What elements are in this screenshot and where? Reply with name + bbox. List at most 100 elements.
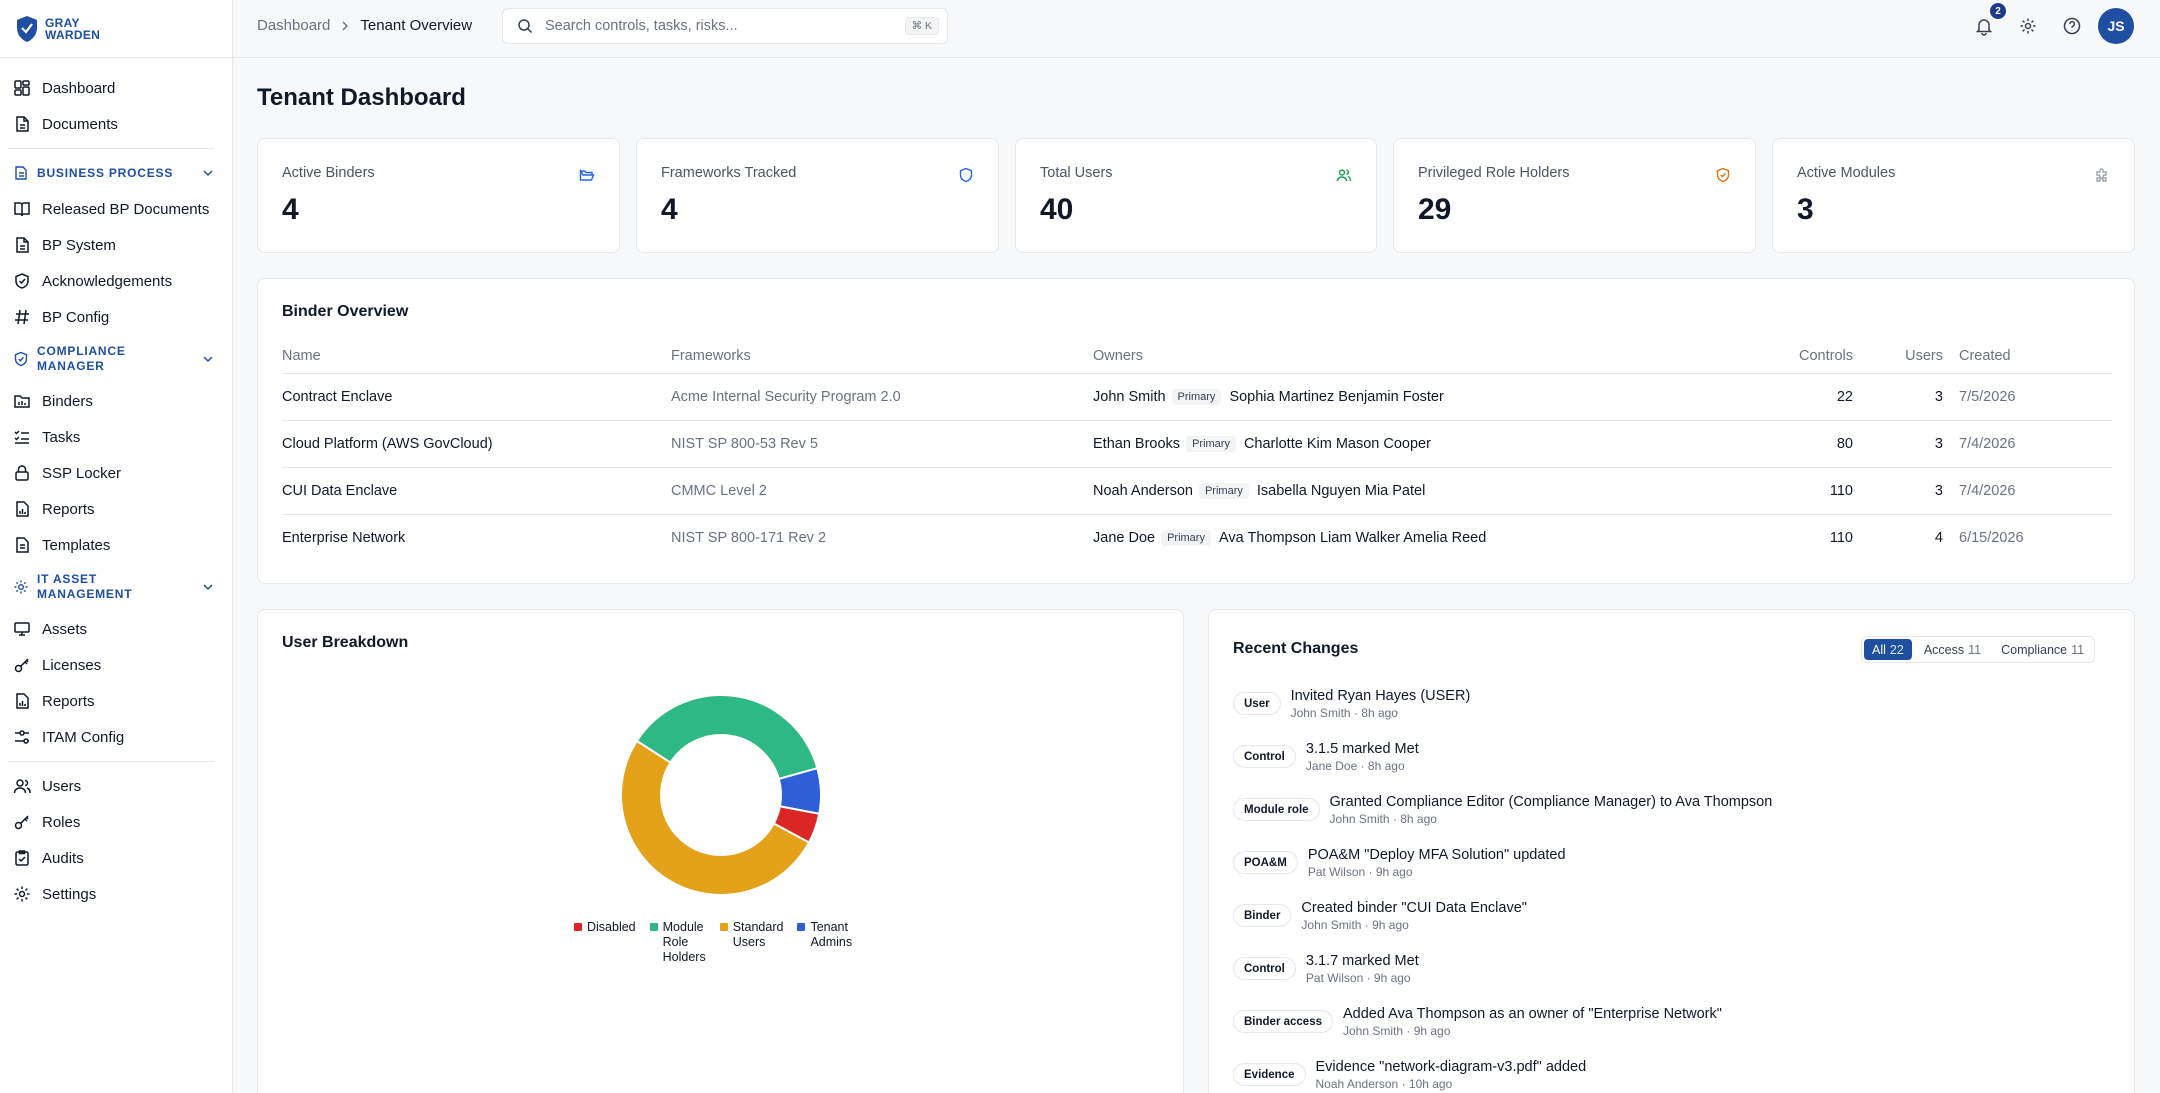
legend-item-disabled[interactable]: Disabled <box>574 920 636 965</box>
user-breakdown-title: User Breakdown <box>282 634 409 651</box>
change-item[interactable]: Control 3.1.7 marked Met Pat Wilson · 9h a… <box>1233 953 1419 985</box>
section-compliance-manager[interactable]: COMPLIANCE MANAGER <box>0 335 232 383</box>
change-type-badge: User <box>1233 692 1281 715</box>
clipboard-check-icon <box>15 850 29 866</box>
other-owners: Sophia Martinez Benjamin Foster <box>1229 388 1444 405</box>
section-it-asset-management[interactable]: IT ASSET MANAGEMENT <box>0 563 232 611</box>
user-breakdown-donut-chart <box>620 694 822 896</box>
sidebar-item-users[interactable]: Users <box>0 768 232 804</box>
stat-card-privileged-role-holders[interactable]: Privileged Role Holders 29 <box>1393 138 1756 253</box>
binder-overview-title: Binder Overview <box>282 303 409 320</box>
puzzle-icon <box>2096 168 2107 182</box>
binder-framework: NIST SP 800-171 Rev 2 <box>671 529 827 546</box>
sidebar-item-released-bp-documents[interactable]: Released BP Documents <box>0 191 232 227</box>
legend-item-standard-users[interactable]: Standard Users <box>719 920 783 965</box>
table-row[interactable]: CUI Data Enclave CMMC Level 2 Noah Ander… <box>282 467 2112 515</box>
column-header-owners[interactable]: Owners <box>1093 339 1693 374</box>
legend-label: Users <box>732 935 766 949</box>
binder-name[interactable]: Enterprise Network <box>282 529 406 546</box>
sidebar-item-settings[interactable]: Settings <box>0 876 232 912</box>
legend-label: Module <box>662 920 704 934</box>
sidebar-item-dashboard[interactable]: Dashboard <box>0 70 232 106</box>
change-text: Evidence "network-diagram-v3.pdf" added <box>1315 1059 1587 1075</box>
legend-label: Tenant <box>810 920 848 934</box>
help-icon[interactable] <box>2062 16 2082 36</box>
stat-card-active-modules[interactable]: Active Modules 3 <box>1772 138 2135 253</box>
stat-card-frameworks-tracked[interactable]: Frameworks Tracked 4 <box>636 138 999 253</box>
sidebar-item-documents[interactable]: Documents <box>0 106 232 142</box>
table-row[interactable]: Contract Enclave Acme Internal Security … <box>282 373 2112 421</box>
sidebar-item-audits[interactable]: Audits <box>0 840 232 876</box>
change-item[interactable]: Control 3.1.5 marked Met Jane Doe · 8h ago <box>1233 741 1419 773</box>
column-header-created[interactable]: Created <box>1943 339 2112 374</box>
sidebar-item-reports[interactable]: Reports <box>0 491 232 527</box>
filter-tab-all[interactable]: All 22 <box>1864 639 1912 660</box>
change-meta: Pat Wilson · 9h ago <box>1305 971 1411 985</box>
table-row[interactable]: Enterprise Network NIST SP 800-171 Rev 2… <box>282 514 2112 561</box>
change-item[interactable]: Module role Granted Compliance Editor (Co… <box>1233 794 1772 826</box>
change-item[interactable]: POA&M POA&M "Deploy MFA Solution" updated… <box>1233 847 1566 879</box>
sidebar: GRAY WARDEN Dashboard Documents BUSINESS … <box>0 0 233 1093</box>
change-item[interactable]: Binder access Added Ava Thompson as an ow… <box>1233 1006 1722 1038</box>
change-text: POA&M "Deploy MFA Solution" updated <box>1307 847 1566 863</box>
shield-check-icon <box>14 351 28 367</box>
binder-controls: 110 <box>1829 529 1853 546</box>
sidebar-item-bp-config[interactable]: BP Config <box>0 299 232 335</box>
sidebar-item-itam-config[interactable]: ITAM Config <box>0 719 232 755</box>
legend-item-tenant-admins[interactable]: Tenant Admins <box>797 920 852 965</box>
sidebar-item-label: Templates <box>42 536 111 554</box>
sidebar-item-label: Documents <box>42 115 118 133</box>
sidebar-item-label: Tasks <box>42 428 81 446</box>
legend-item-module-role-holders[interactable]: Module Role Holders <box>649 920 706 965</box>
sidebar-item-binders[interactable]: Binders <box>0 383 232 419</box>
sidebar-item-bp-system[interactable]: BP System <box>0 227 232 263</box>
section-business-process[interactable]: BUSINESS PROCESS <box>0 155 232 191</box>
donut-slice-module-role-holders[interactable] <box>635 694 819 781</box>
chevron-down-icon <box>203 170 213 177</box>
avatar[interactable]: JS <box>2098 8 2134 44</box>
sidebar-item-label: ITAM Config <box>42 728 125 746</box>
change-item[interactable]: User Invited Ryan Hayes (USER) John Smith … <box>1233 688 1470 720</box>
filter-tab-compliance[interactable]: Compliance 11 <box>1993 639 2092 660</box>
column-header-controls[interactable]: Controls <box>1693 339 1853 374</box>
binder-owners-cell: Jane Doe Primary Ava Thompson Liam Walker … <box>1093 514 1693 561</box>
donut-slice-tenant-admins[interactable] <box>777 766 822 815</box>
column-header-frameworks[interactable]: Frameworks <box>671 339 1093 374</box>
sidebar-item-licenses[interactable]: Licenses <box>0 647 232 683</box>
shield-logo-icon <box>17 15 37 42</box>
change-item[interactable]: Evidence Evidence "network-diagram-v3.pdf… <box>1233 1059 1586 1091</box>
brand-logo[interactable]: GRAY WARDEN <box>0 0 232 58</box>
search-box[interactable]: Search controls, tasks, risks... ⌘ K <box>502 8 948 44</box>
sidebar-item-label: Assets <box>42 620 88 638</box>
breadcrumb-dashboard[interactable]: Dashboard <box>257 17 331 34</box>
table-row[interactable]: Cloud Platform (AWS GovCloud) NIST SP 80… <box>282 420 2112 468</box>
bell-icon[interactable] <box>1974 16 1994 36</box>
binder-icon <box>14 395 30 408</box>
sidebar-item-acknowledgements[interactable]: Acknowledgements <box>0 263 232 299</box>
stat-value: 4 <box>661 193 678 226</box>
column-header-users[interactable]: Users <box>1853 339 1943 374</box>
binder-name[interactable]: Contract Enclave <box>282 373 671 421</box>
sidebar-item-tasks[interactable]: Tasks <box>0 419 232 455</box>
change-item[interactable]: Binder Created binder "CUI Data Enclave" J… <box>1233 900 1527 932</box>
donut-slice-standard-users[interactable] <box>620 739 811 896</box>
change-type-badge: POA&M <box>1233 851 1298 874</box>
filter-tab-access[interactable]: Access 11 <box>1916 639 1989 660</box>
list-check-icon <box>14 430 29 444</box>
legend-swatch <box>649 923 658 931</box>
binder-name[interactable]: CUI Data Enclave <box>282 467 671 515</box>
column-header-name[interactable]: Name <box>282 339 671 374</box>
stat-card-active-binders[interactable]: Active Binders 4 <box>257 138 620 253</box>
binder-name[interactable]: Cloud Platform (AWS GovCloud) <box>282 420 671 468</box>
gear-icon[interactable] <box>2018 16 2038 36</box>
sidebar-item-ssp-locker[interactable]: SSP Locker <box>0 455 232 491</box>
sidebar-item-itam-reports[interactable]: Reports <box>0 683 232 719</box>
sidebar-item-assets[interactable]: Assets <box>0 611 232 647</box>
stat-card-total-users[interactable]: Total Users 40 <box>1015 138 1377 253</box>
sidebar-item-roles[interactable]: Roles <box>0 804 232 840</box>
section-label-line2: MANAGEMENT <box>37 587 133 601</box>
lock-icon <box>15 465 29 481</box>
search-input[interactable]: Search controls, tasks, risks... <box>545 18 738 34</box>
users-icon <box>1336 169 1352 182</box>
sidebar-item-templates[interactable]: Templates <box>0 527 232 563</box>
